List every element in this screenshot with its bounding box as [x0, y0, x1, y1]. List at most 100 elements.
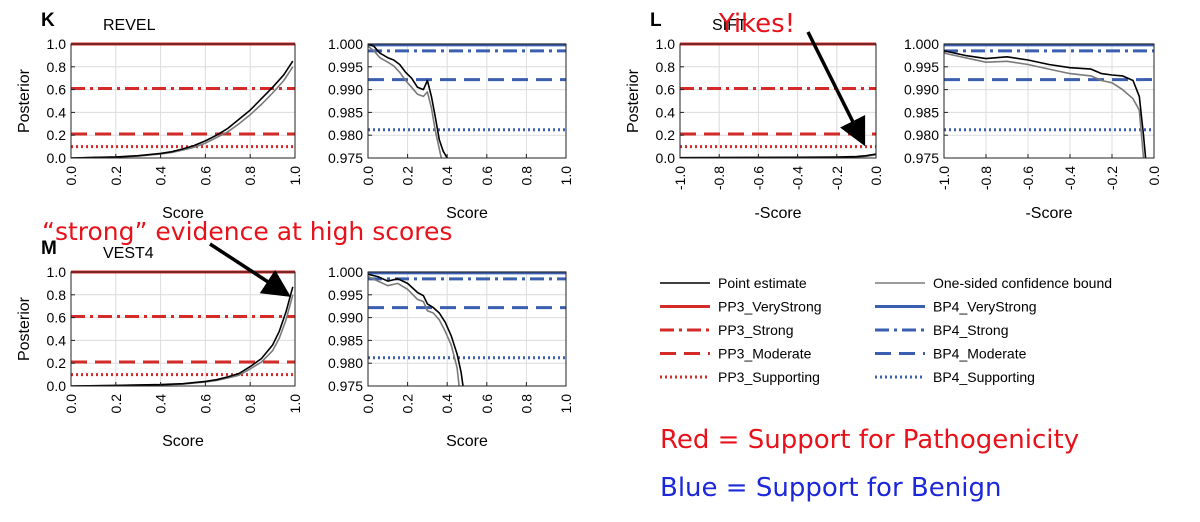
y-tick-label: 0.8: [47, 59, 67, 75]
axes-frame: [367, 271, 567, 387]
x-tick-label: 1.0: [287, 166, 303, 186]
y-tick-label: 0.6: [47, 82, 67, 98]
series-point-estimate: [680, 153, 876, 158]
chart-revel-right: 0.975 0.980 0.985 0.990 0.995 1.000 0.0 0.2 0.4 0…: [328, 36, 574, 222]
chart-sift-right: 0.975 0.980 0.985 0.990 0.995 1.000 -1.0 -0.8 -0…: [904, 36, 1162, 222]
legend-label-pp3-moderate: PP3_Moderate: [718, 346, 812, 362]
axes-frame: [70, 271, 296, 387]
y-tick-label: 0.975: [904, 150, 939, 166]
x-tick-label: 0.8: [518, 166, 534, 186]
x-tick-label: -1.0: [936, 166, 952, 190]
x-tick-label: 0.4: [439, 394, 455, 414]
axes-frame: [679, 43, 877, 159]
axes-frame: [367, 43, 567, 159]
x-tick-label: 0.2: [400, 394, 416, 414]
annotations: Yikes! “strong” evidence at high scores Re…: [42, 9, 1079, 503]
y-axis-label: Posterior: [625, 68, 642, 133]
x-tick-label: -0.4: [1062, 166, 1078, 190]
axes-frame: [943, 43, 1155, 159]
x-axis-label: Score: [446, 205, 488, 222]
series-point-estimate: [368, 273, 464, 386]
x-tick-label: 0.6: [479, 394, 495, 414]
x-tick-label: 1.0: [287, 394, 303, 414]
series-point-estimate: [71, 60, 294, 158]
legend-label-one-sided-confidence-bound: One-sided confidence bound: [933, 275, 1112, 291]
annotation-yikes: Yikes!: [718, 9, 795, 39]
y-tick-label: 1.0: [47, 36, 67, 52]
x-axis-label: -Score: [1025, 205, 1072, 222]
y-tick-label: 0.995: [904, 59, 939, 75]
legend-label-pp3-strong: PP3_Strong: [718, 322, 794, 338]
y-tick-label: 0.990: [328, 310, 363, 326]
x-tick-label: -0.8: [711, 166, 727, 190]
chart-vest4-left: 0.0 0.2 0.4 0.6 0.8 1.0 0.0 0.2 0.4 0.6 0.8 1.0 Scor…: [16, 238, 303, 450]
legend-label-bp4-strong: BP4_Strong: [933, 322, 1009, 338]
x-tick-label: 1.0: [558, 394, 574, 414]
caption-blue: Blue = Support for Benign: [660, 473, 1001, 503]
y-axis-label: Posterior: [16, 296, 33, 361]
y-tick-label: 0.0: [47, 378, 67, 394]
caption-red: Red = Support for Pathogenicity: [660, 425, 1079, 455]
x-tick-label: -0.8: [978, 166, 994, 190]
y-tick-label: 0.0: [656, 150, 676, 166]
x-tick-label: 0.8: [518, 394, 534, 414]
y-tick-label: 0.0: [47, 150, 67, 166]
x-tick-label: 1.0: [558, 166, 574, 186]
y-tick-label: 0.4: [47, 104, 67, 120]
y-tick-label: 0.975: [328, 378, 363, 394]
y-tick-label: 0.990: [328, 82, 363, 98]
y-tick-label: 0.2: [47, 127, 67, 143]
legend-label-bp4-moderate: BP4_Moderate: [933, 346, 1027, 362]
annotation-strong-evidence: “strong” evidence at high scores: [42, 217, 452, 246]
y-tick-label: 0.985: [328, 332, 363, 348]
x-tick-label: -0.4: [790, 166, 806, 190]
axes-frame: [70, 43, 296, 159]
series-one-sided-confidence-bound: [944, 52, 1145, 158]
legend: Point estimate One-sided confidence bound…: [660, 275, 1112, 385]
x-tick-label: 0.8: [242, 394, 258, 414]
x-tick-label: -0.6: [1020, 166, 1036, 190]
x-tick-label: 0.8: [242, 166, 258, 186]
x-tick-label: -0.2: [829, 166, 845, 190]
chart-vest4-right: 0.975 0.980 0.985 0.990 0.995 1.000 0.0 0.2 0.4 0…: [328, 264, 574, 450]
y-tick-label: 0.8: [656, 59, 676, 75]
x-axis-label: Score: [446, 433, 488, 450]
panel-letter: L: [650, 10, 662, 31]
x-tick-label: 0.0: [63, 166, 79, 186]
x-tick-label: 0.0: [1146, 166, 1162, 186]
x-tick-label: 0.4: [153, 166, 169, 186]
y-tick-label: 1.0: [656, 36, 676, 52]
y-tick-label: 0.2: [47, 355, 67, 371]
legend-label-pp3-supporting: PP3_Supporting: [718, 369, 820, 385]
y-tick-label: 0.990: [904, 82, 939, 98]
y-tick-label: 1.0: [47, 264, 67, 280]
chart-title: REVEL: [103, 17, 156, 34]
y-tick-label: 0.980: [328, 355, 363, 371]
legend-label-pp3-verystrong: PP3_VeryStrong: [718, 299, 822, 315]
y-tick-label: 0.2: [656, 127, 676, 143]
x-tick-label: 0.4: [153, 394, 169, 414]
x-tick-label: 0.0: [868, 166, 884, 186]
series-one-sided-confidence-bound: [368, 275, 460, 386]
y-tick-label: 0.995: [328, 59, 363, 75]
y-tick-label: 0.995: [328, 287, 363, 303]
y-tick-label: 1.000: [328, 264, 363, 280]
yikes-arrow: [806, 31, 866, 147]
x-tick-label: -0.6: [750, 166, 766, 190]
x-tick-label: 0.6: [197, 394, 213, 414]
panel-letter: K: [41, 10, 55, 31]
strong-evidence-arrow: [209, 242, 291, 297]
chart-sift-left: 0.0 0.2 0.4 0.6 0.8 1.0 -1.0 -0.8 -0.6 -0.4 -0.2 0.…: [625, 10, 884, 222]
x-tick-label: 0.4: [439, 166, 455, 186]
x-tick-label: 0.6: [197, 166, 213, 186]
x-axis-label: Score: [162, 205, 204, 222]
legend-label-bp4-verystrong: BP4_VeryStrong: [933, 299, 1037, 315]
x-tick-label: -0.2: [1104, 166, 1120, 190]
x-tick-label: 0.2: [108, 166, 124, 186]
series-point-estimate: [944, 50, 1147, 158]
y-tick-label: 0.4: [47, 332, 67, 348]
y-tick-label: 0.8: [47, 287, 67, 303]
chart-title: SIFT: [712, 17, 747, 34]
y-tick-label: 0.6: [47, 310, 67, 326]
